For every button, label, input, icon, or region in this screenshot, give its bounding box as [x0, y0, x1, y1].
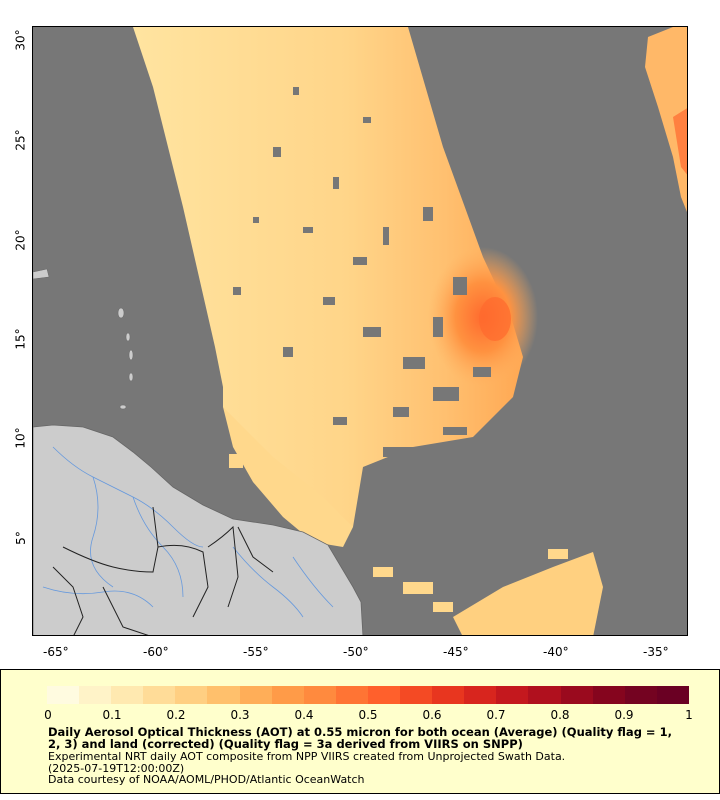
x-tick-label: -40°	[543, 645, 569, 659]
colorbar	[47, 686, 689, 704]
colorbar-swatch	[592, 686, 625, 704]
colorbar-swatch	[207, 686, 240, 704]
colorbar-swatch	[560, 686, 593, 704]
colorbar-swatch	[175, 686, 208, 704]
colorbar-swatch	[239, 686, 272, 704]
aot-swath-east-hot	[673, 108, 687, 175]
legend-title: Daily Aerosol Optical Thickness (AOT) at…	[48, 725, 672, 751]
nodata-speckles	[233, 87, 491, 457]
colorbar-swatch	[656, 686, 689, 704]
legend-text: Daily Aerosol Optical Thickness (AOT) at…	[48, 726, 688, 786]
aot-high-core	[479, 297, 511, 341]
colorbar-label: 0.4	[294, 708, 314, 722]
colorbar-label: 0.1	[102, 708, 122, 722]
colorbar-swatch	[271, 686, 304, 704]
colorbar-swatch	[143, 686, 176, 704]
map-plot-area[interactable]	[32, 26, 688, 636]
colorbar-swatch	[624, 686, 657, 704]
colorbar-label: 0	[44, 708, 52, 722]
land-south-america	[33, 424, 364, 635]
colorbar-swatch	[335, 686, 368, 704]
colorbar-label: 0.6	[422, 708, 442, 722]
colorbar-label: 0.2	[166, 708, 186, 722]
x-tick-label: -45°	[443, 645, 469, 659]
colorbar-swatch	[47, 686, 80, 704]
y-tick-label: 25°	[13, 129, 28, 151]
colorbar-label: 1	[685, 708, 693, 722]
southeast-speckles	[373, 549, 568, 612]
legend-timestamp: (2025-07-19T12:00:00Z)	[48, 761, 185, 775]
colorbar-label: 0.8	[550, 708, 570, 722]
aot-small-patch	[229, 454, 243, 468]
country-borders	[52, 506, 274, 635]
y-tick-label: 30°	[13, 29, 28, 51]
colorbar-swatch	[432, 686, 465, 704]
colorbar-swatch	[496, 686, 529, 704]
y-tick-label: 5°	[13, 531, 28, 545]
colorbar-swatch	[367, 686, 401, 704]
aot-map	[33, 27, 687, 635]
legend-description: Experimental NRT daily AOT composite fro…	[48, 750, 566, 763]
colorbar-swatch	[464, 686, 497, 704]
aot-swath-southeast	[453, 552, 603, 635]
y-tick-label: 10°	[13, 427, 28, 449]
colorbar-label: 0.3	[230, 708, 250, 722]
x-tick-label: -65°	[43, 645, 69, 659]
x-tick-label: -50°	[343, 645, 369, 659]
x-tick-label: -55°	[243, 645, 269, 659]
colorbar-swatch	[528, 686, 561, 704]
land-caribbean-islands	[33, 268, 134, 410]
colorbar-swatch	[79, 686, 112, 704]
colorbar-swatch	[111, 686, 144, 704]
y-tick-label: 15°	[13, 328, 28, 350]
colorbar-swatch	[303, 686, 336, 704]
legend-credits: Data courtesy of NOAA/AOML/PHOD/Atlantic…	[48, 773, 365, 786]
aot-swath-south	[223, 407, 353, 547]
aot-swath-main	[133, 27, 523, 527]
x-tick-label: -60°	[143, 645, 169, 659]
colorbar-label: 0.9	[614, 708, 634, 722]
colorbar-label: 0.5	[358, 708, 378, 722]
legend-panel: 0 0.1 0.2 0.3 0.4 0.5 0.6 0.7 0.8 0.9 1 …	[0, 669, 720, 794]
colorbar-swatch	[400, 686, 433, 704]
aot-swath-east	[645, 27, 687, 212]
rivers	[42, 446, 334, 618]
colorbar-label: 0.7	[486, 708, 506, 722]
y-tick-label: 20°	[13, 229, 28, 251]
x-tick-label: -35°	[643, 645, 669, 659]
